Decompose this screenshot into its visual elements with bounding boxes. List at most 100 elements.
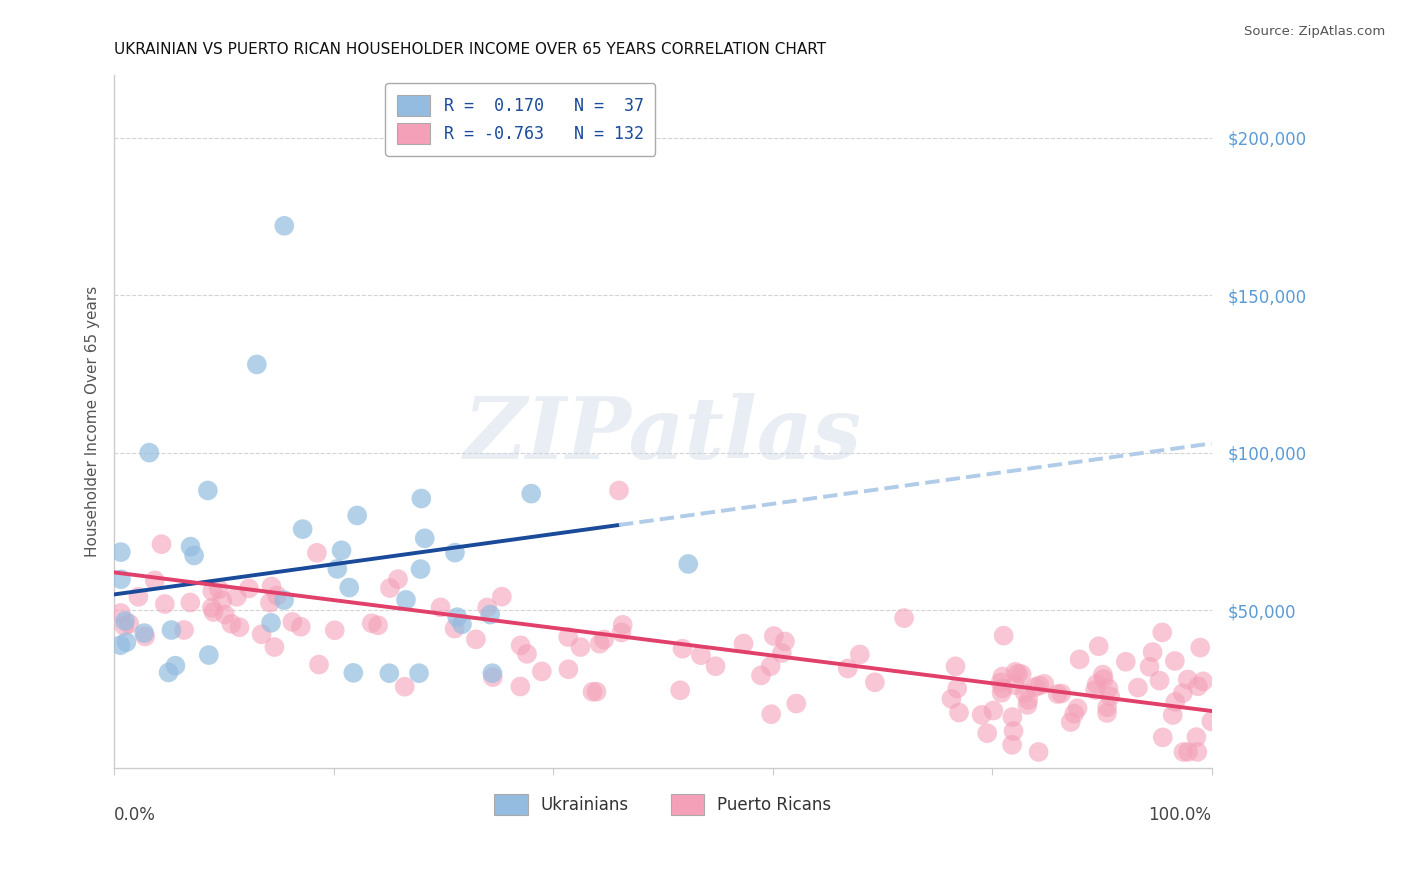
Point <box>1152 731 1174 745</box>
Point <box>1033 677 1056 691</box>
Point <box>443 622 465 636</box>
Point <box>150 537 173 551</box>
Point <box>308 657 330 672</box>
Point <box>273 593 295 607</box>
Point <box>173 623 195 637</box>
Point <box>451 617 474 632</box>
Point <box>114 614 136 628</box>
Point <box>1028 678 1050 692</box>
Point <box>1046 687 1069 701</box>
Point <box>323 624 346 638</box>
Point <box>1002 724 1025 739</box>
Point <box>1161 708 1184 723</box>
Point <box>1011 667 1033 681</box>
Point <box>690 648 713 663</box>
Point <box>945 659 967 673</box>
Point <box>305 546 328 560</box>
Point <box>138 445 160 459</box>
Point <box>770 646 793 660</box>
Point <box>612 617 634 632</box>
Point <box>589 637 612 651</box>
Point <box>346 508 368 523</box>
Point <box>337 581 360 595</box>
Point <box>669 683 692 698</box>
Point <box>1069 652 1091 666</box>
Text: 100.0%: 100.0% <box>1149 805 1212 824</box>
Text: ZIPatlas: ZIPatlas <box>464 393 862 476</box>
Point <box>214 607 236 622</box>
Legend: Ukrainians, Puerto Ricans: Ukrainians, Puerto Ricans <box>488 787 838 822</box>
Point <box>165 658 187 673</box>
Point <box>201 600 224 615</box>
Point <box>1017 693 1039 707</box>
Point <box>1126 681 1149 695</box>
Point <box>429 600 451 615</box>
Point <box>394 680 416 694</box>
Point <box>1063 706 1085 721</box>
Point <box>110 572 132 586</box>
Point <box>569 640 592 654</box>
Point <box>993 629 1015 643</box>
Point <box>110 638 132 652</box>
Point <box>1087 639 1109 653</box>
Point <box>678 557 700 571</box>
Point <box>1164 695 1187 709</box>
Point <box>773 634 796 648</box>
Point <box>238 582 260 596</box>
Point <box>991 669 1014 683</box>
Point <box>520 486 543 500</box>
Point <box>1001 738 1024 752</box>
Point <box>1139 660 1161 674</box>
Point <box>160 623 183 637</box>
Point <box>1173 745 1195 759</box>
Point <box>1014 686 1036 700</box>
Point <box>1095 700 1118 714</box>
Point <box>413 532 436 546</box>
Point <box>1185 730 1208 744</box>
Point <box>360 616 382 631</box>
Point <box>153 597 176 611</box>
Point <box>290 620 312 634</box>
Point <box>228 620 250 634</box>
Point <box>1171 686 1194 700</box>
Point <box>246 358 269 372</box>
Point <box>118 616 141 631</box>
Point <box>1201 714 1223 729</box>
Point <box>197 483 219 498</box>
Point <box>1091 667 1114 681</box>
Point <box>1115 655 1137 669</box>
Point <box>221 616 243 631</box>
Point <box>481 666 503 681</box>
Point <box>593 632 616 647</box>
Point <box>1001 710 1024 724</box>
Point <box>202 605 225 619</box>
Point <box>208 582 231 597</box>
Point <box>1142 645 1164 659</box>
Point <box>970 707 993 722</box>
Point <box>1004 665 1026 679</box>
Point <box>948 706 970 720</box>
Point <box>378 666 401 681</box>
Point <box>1189 640 1212 655</box>
Point <box>179 595 201 609</box>
Point <box>1095 706 1118 720</box>
Point <box>509 680 531 694</box>
Point <box>143 574 166 588</box>
Point <box>326 562 349 576</box>
Point <box>342 665 364 680</box>
Point <box>291 522 314 536</box>
Point <box>1050 686 1073 700</box>
Point <box>482 670 505 684</box>
Point <box>585 684 607 698</box>
Point <box>1097 681 1119 696</box>
Point <box>250 627 273 641</box>
Point <box>110 606 132 620</box>
Point <box>990 675 1012 690</box>
Point <box>477 600 499 615</box>
Point <box>411 491 433 506</box>
Point <box>581 685 603 699</box>
Point <box>1187 745 1209 759</box>
Point <box>1099 690 1122 704</box>
Point <box>395 593 418 607</box>
Point <box>1060 714 1083 729</box>
